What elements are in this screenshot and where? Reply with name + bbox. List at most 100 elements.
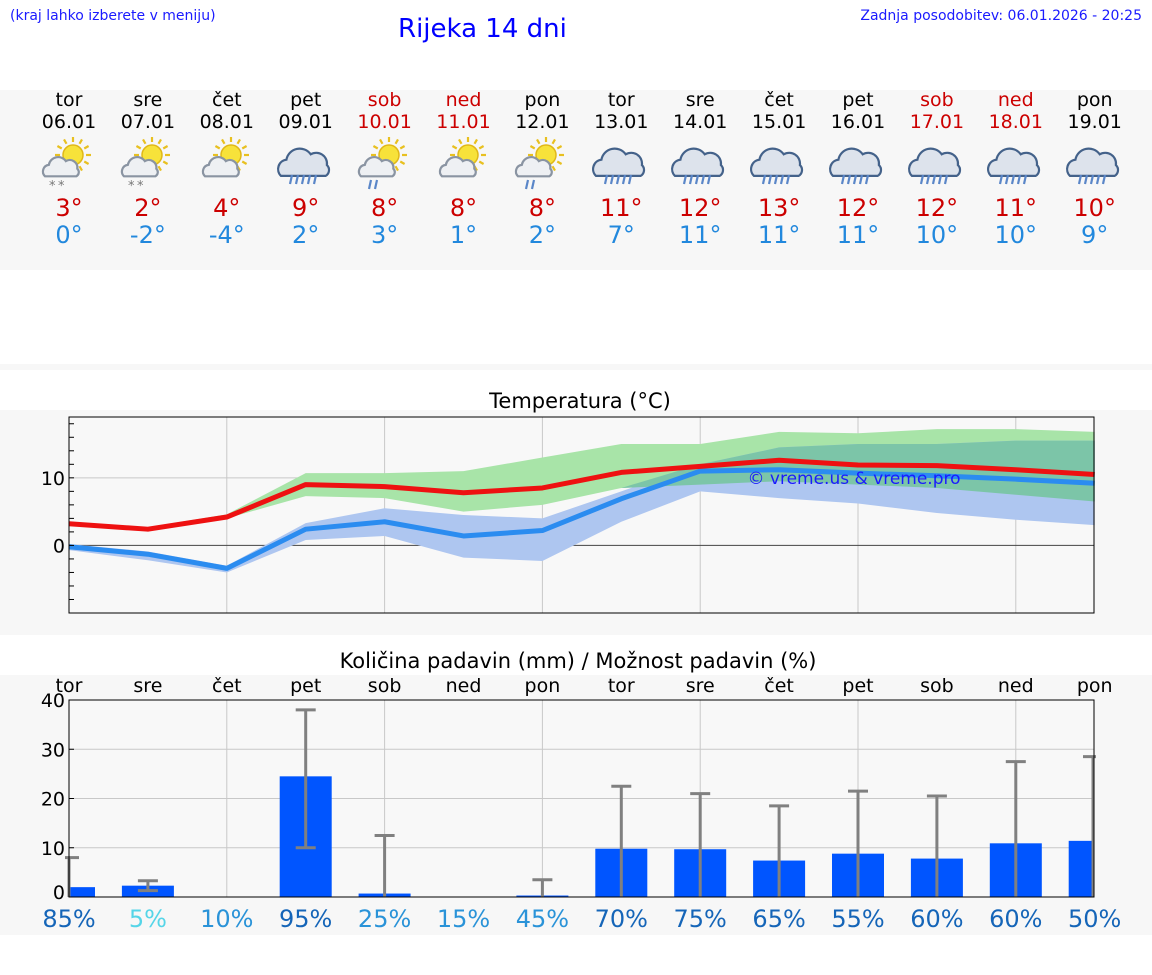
precip-probability-label: 65%	[752, 905, 805, 933]
sun-ray	[63, 138, 68, 145]
day-date: 08.01	[199, 111, 254, 133]
day-name: sob	[920, 89, 954, 111]
day-name: sre	[685, 89, 715, 111]
sun-ray	[83, 160, 90, 165]
cloud-shape	[1065, 147, 1119, 177]
rain-drop	[774, 174, 779, 185]
max-temp: 12°	[915, 194, 959, 222]
day-name: tor	[55, 89, 83, 111]
min-temp: 7°	[607, 221, 635, 249]
min-temp: 11°	[757, 221, 801, 249]
max-temp: 13°	[757, 194, 801, 222]
temperature-chart-title: Temperatura (°C)	[488, 389, 671, 413]
temperature-plot-frame	[68, 416, 1095, 614]
cloud-shape	[829, 147, 883, 177]
sun-ray	[157, 165, 162, 172]
day-column: čet 08.01 4° -4°	[187, 88, 267, 249]
sun-ray	[236, 138, 241, 145]
day-date: 19.01	[1067, 111, 1122, 133]
day-column: sob 10.01 8° 3°	[345, 88, 425, 249]
rain-drop	[367, 179, 372, 190]
max-temp: 11°	[994, 194, 1038, 222]
day-column: pon 12.01 8° 2°	[502, 88, 582, 249]
x-tick-label: ned	[446, 675, 482, 697]
weather-icon	[829, 147, 883, 185]
min-temp: 3°	[370, 221, 399, 249]
rain-drop	[610, 174, 615, 185]
day-column: ned 18.01 11° 10°	[976, 88, 1056, 249]
rain-drop	[840, 174, 846, 185]
rain-drop	[1095, 174, 1100, 185]
weather-icon	[907, 147, 961, 185]
watermark-text: © vreme.us & vreme.pro	[747, 469, 960, 489]
day-date: 15.01	[751, 111, 807, 133]
min-temp: -2°	[129, 221, 166, 249]
sun-ray	[478, 145, 484, 150]
day-name: ned	[997, 89, 1034, 111]
rain-drop	[300, 174, 305, 185]
min-temp: 10°	[915, 221, 959, 249]
sun-ray	[457, 138, 462, 145]
rain-drop	[288, 174, 293, 185]
day-column: sre 07.01 * * 2° -2°	[108, 88, 188, 249]
day-column: pet 09.01 9° 2°	[266, 88, 346, 249]
rain-drop	[695, 174, 700, 185]
rain-drop	[846, 174, 852, 185]
weather-icon	[986, 147, 1040, 185]
sun-ray	[78, 138, 83, 145]
weather-icon	[592, 147, 646, 185]
sun-ray	[78, 165, 83, 172]
sun-ray	[220, 138, 226, 145]
rain-drop	[1089, 174, 1094, 185]
day-date: 09.01	[278, 111, 333, 133]
sun-ray	[478, 160, 484, 165]
day-name: tor	[607, 89, 635, 111]
sun-ray	[56, 145, 63, 150]
max-temp: 9°	[292, 194, 320, 222]
cloud-shape	[986, 147, 1040, 177]
min-temp: 2°	[292, 221, 320, 249]
location-menu-hint[interactable]: (kraj lahko izberete v meniju)	[10, 8, 216, 24]
x-tick-label: pon	[1077, 675, 1113, 697]
x-tick-label: sre	[686, 675, 715, 697]
x-tick-label: čet	[764, 675, 794, 697]
day-column: tor 06.01 * * 3° 0°	[29, 88, 109, 249]
weather-icon	[750, 147, 804, 185]
cloud-shape	[276, 147, 330, 177]
precip-probability-label: 45%	[516, 905, 569, 933]
x-tick-label: pet	[842, 675, 873, 697]
rain-drop	[937, 174, 942, 185]
sun-ray	[394, 165, 399, 172]
max-temp: 12°	[836, 194, 880, 222]
day-column: ned 11.01 8° 1°	[424, 88, 504, 249]
sun-ray	[536, 138, 541, 145]
day-date: 14.01	[672, 111, 728, 133]
sun-ray	[394, 138, 399, 145]
precip-probability-label: 55%	[831, 905, 884, 933]
sun-ray	[141, 138, 147, 145]
day-name: čet	[764, 89, 794, 111]
day-name: sre	[133, 89, 163, 111]
day-date: 12.01	[515, 111, 570, 133]
weather-icon	[1065, 147, 1119, 185]
rain-drop	[306, 174, 311, 185]
sun-ray	[473, 138, 478, 145]
rain-drop	[373, 179, 378, 190]
precip-probability-label: 75%	[674, 905, 727, 933]
sun-ray	[551, 138, 557, 145]
x-tick-label: tor	[608, 675, 635, 697]
rain-drop	[616, 174, 621, 185]
day-column: pet 16.01 12° 11°	[818, 88, 898, 249]
rain-drop	[689, 174, 694, 185]
sun-ray	[372, 145, 378, 150]
weather-icon: * *	[120, 137, 170, 194]
precip-probability-label: 60%	[910, 905, 963, 933]
y-tick-label: 20	[41, 789, 65, 811]
forecast-panel	[0, 90, 1152, 270]
min-temp: 11°	[678, 221, 722, 249]
weather-icon	[438, 137, 486, 178]
rain-drop	[998, 174, 1003, 185]
rain-drop	[780, 174, 785, 185]
